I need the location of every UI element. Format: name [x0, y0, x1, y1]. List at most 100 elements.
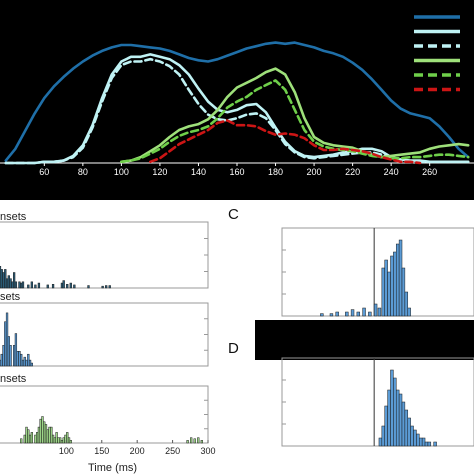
histogram-bar: [66, 284, 69, 289]
histogram-bar: [21, 359, 25, 367]
histogram-bar: [60, 440, 64, 444]
histogram-bar: [51, 434, 55, 444]
histogram-bar: [350, 309, 355, 317]
histogram-bar: [67, 437, 71, 444]
histogram-bar: [20, 282, 23, 289]
histogram-bar: [53, 437, 56, 444]
histogram-bar: [30, 432, 33, 444]
histogram-bar: [16, 351, 19, 367]
histogram-1-title: nsets: [0, 211, 27, 223]
histogram-bar: [73, 284, 76, 289]
histogram-bar: [7, 336, 10, 367]
histogram-bar: [335, 311, 339, 317]
histogram-bar: [404, 409, 409, 447]
histogram-bar: [60, 282, 64, 289]
x-tick-label: 100: [59, 446, 74, 456]
x-tick-label: 250: [165, 446, 180, 456]
histogram-bar: [345, 311, 349, 317]
histogram-bar: [384, 259, 388, 317]
histogram-bar: [421, 437, 426, 447]
histogram-bar: [14, 281, 18, 289]
histogram-bar: [381, 267, 385, 317]
histogram-2: [0, 302, 209, 367]
histogram-bar: [46, 429, 49, 444]
histogram-bar: [373, 303, 378, 317]
histogram-bar: [393, 377, 397, 447]
histogram-bar: [28, 434, 32, 444]
histogram-bar: [200, 440, 203, 444]
x-tick-label: 200: [307, 167, 322, 177]
histogram-bar: [37, 426, 41, 444]
histogram-bar: [21, 281, 25, 289]
histogram-bar: [23, 434, 26, 444]
x-tick-label: 120: [152, 167, 167, 177]
histogram-bar: [14, 333, 18, 367]
histogram-bar: [320, 313, 324, 317]
histogram-bar: [4, 321, 7, 367]
histogram-bar: [7, 275, 10, 289]
histogram-bar: [398, 239, 403, 317]
histogram-bar: [11, 281, 14, 289]
histogram-bar: [28, 359, 32, 367]
histogram-bar: [23, 356, 26, 367]
histogram-bar: [390, 369, 394, 447]
histogram-bar: [387, 271, 391, 317]
histogram-bar: [393, 251, 397, 317]
histogram-bar: [57, 437, 60, 444]
x-tick-label: 260: [422, 167, 437, 177]
histogram-bar: [407, 417, 411, 447]
histogram-bar: [410, 425, 414, 447]
x-tick-label: 220: [345, 167, 360, 177]
histogram-bar: [401, 267, 406, 317]
histogram-c: [281, 227, 474, 317]
x-tick-label: 240: [384, 167, 399, 177]
histogram-3: 100 150 200 250 300: [0, 385, 216, 456]
right-separator: [255, 320, 474, 360]
top-panel-background: [0, 0, 474, 200]
x-tick-label: 150: [94, 446, 109, 456]
x-tick-label: 140: [191, 167, 206, 177]
x-tick-label: 80: [78, 167, 88, 177]
histogram-bar: [197, 437, 200, 444]
histogram-bar: [108, 285, 111, 289]
x-tick-label: 200: [130, 446, 145, 456]
histogram-bar: [34, 284, 37, 289]
x-tick-label: 160: [229, 167, 244, 177]
histogram-2-title: sets: [0, 291, 21, 303]
histogram-bar: [387, 389, 391, 447]
histogram-bar: [101, 285, 104, 289]
histogram-bar: [377, 307, 382, 317]
histogram-bar: [0, 353, 3, 367]
x-tick-label: 180: [268, 167, 283, 177]
x-tick-label: 100: [114, 167, 129, 177]
legend: [414, 15, 460, 92]
histogram-bar: [413, 429, 417, 447]
histogram-bar: [18, 281, 21, 289]
histogram-bar: [48, 426, 51, 444]
histogram-bar: [51, 284, 55, 289]
histogram-bar: [395, 243, 400, 317]
histogram-3-title: nsets: [0, 373, 27, 385]
x-axis-label: Time (ms): [88, 462, 137, 474]
histogram-bar: [25, 359, 28, 367]
histogram-bar: [30, 362, 33, 367]
histogram-bar: [329, 313, 334, 317]
histogram-bar: [50, 426, 53, 444]
series-line-5: [149, 119, 422, 165]
histogram-bar: [384, 405, 388, 447]
histogram-bar: [356, 311, 361, 317]
panel-label-d: D: [228, 340, 239, 357]
histogram-bar: [190, 437, 193, 444]
histogram-bar: [5, 312, 9, 367]
histogram-bar: [368, 311, 372, 317]
onset-density-plot: 60 80 100 120 140 160 180 200 220 240 260: [0, 41, 474, 177]
histogram-bar: [12, 272, 16, 289]
histogram-d: [281, 357, 474, 447]
histogram-bar: [381, 425, 385, 447]
histogram-bar: [12, 345, 16, 367]
histogram-bar: [43, 421, 46, 444]
histogram-bar: [424, 441, 429, 447]
histogram-bar: [46, 284, 49, 289]
histogram-bar: [378, 437, 383, 447]
